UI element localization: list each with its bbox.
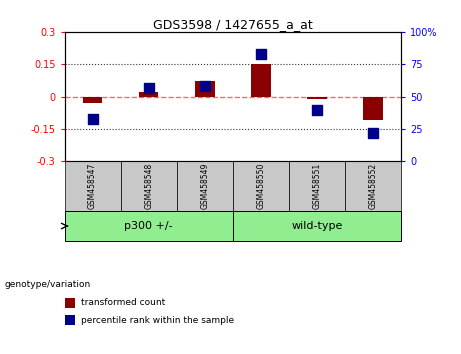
Point: [201, 84, 208, 89]
Point: [145, 85, 152, 90]
Text: p300 +/-: p300 +/-: [124, 221, 173, 231]
Text: GSM458551: GSM458551: [313, 163, 321, 210]
Bar: [307, 97, 327, 99]
Text: wild-type: wild-type: [291, 221, 343, 231]
Bar: [139, 92, 159, 97]
Point: [369, 130, 377, 136]
Bar: [83, 97, 102, 103]
Text: percentile rank within the sample: percentile rank within the sample: [81, 316, 234, 325]
Bar: [65, 161, 121, 211]
Text: GSM458548: GSM458548: [144, 163, 153, 210]
Point: [89, 116, 96, 121]
Text: transformed count: transformed count: [81, 298, 165, 307]
Bar: [363, 97, 383, 120]
Title: GDS3598 / 1427655_a_at: GDS3598 / 1427655_a_at: [153, 18, 313, 31]
Bar: [177, 161, 233, 211]
Bar: [289, 161, 345, 211]
Bar: [233, 211, 401, 241]
Bar: [345, 161, 401, 211]
Text: GSM458552: GSM458552: [368, 163, 378, 210]
Text: GSM458547: GSM458547: [88, 163, 97, 210]
Bar: [195, 81, 214, 97]
Bar: [251, 64, 271, 97]
Point: [257, 51, 265, 57]
Text: GSM458550: GSM458550: [256, 163, 266, 210]
Text: GSM458549: GSM458549: [200, 163, 209, 210]
Text: genotype/variation: genotype/variation: [5, 280, 91, 290]
Bar: [121, 161, 177, 211]
Point: [313, 107, 321, 112]
Bar: [233, 161, 289, 211]
Bar: [65, 211, 233, 241]
